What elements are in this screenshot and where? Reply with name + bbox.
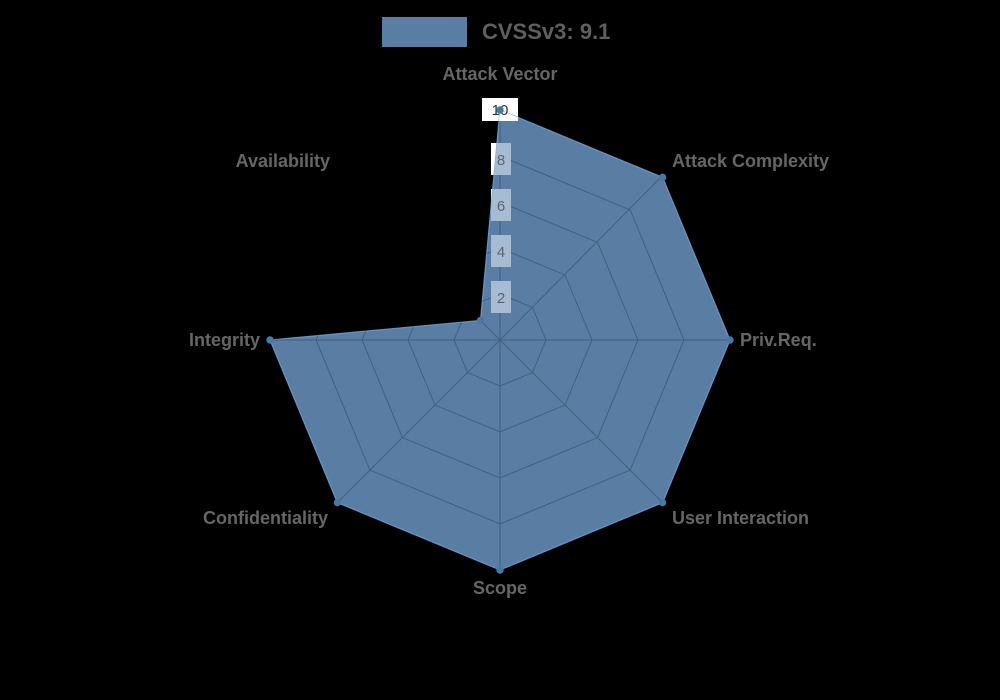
svg-text:6: 6 — [497, 198, 505, 215]
svg-text:Attack Vector: Attack Vector — [442, 64, 557, 84]
svg-text:Scope: Scope — [473, 578, 527, 598]
svg-text:User Interaction: User Interaction — [672, 508, 809, 528]
svg-text:Confidentiality: Confidentiality — [203, 508, 328, 528]
svg-text:CVSSv3: 9.1: CVSSv3: 9.1 — [482, 19, 610, 44]
svg-text:Availability: Availability — [236, 151, 330, 171]
svg-text:Integrity: Integrity — [189, 330, 260, 350]
svg-text:4: 4 — [497, 244, 505, 261]
svg-text:2: 2 — [497, 290, 505, 307]
svg-text:Attack Complexity: Attack Complexity — [672, 151, 829, 171]
svg-text:8: 8 — [497, 152, 505, 169]
svg-text:Priv.Req.: Priv.Req. — [740, 330, 817, 350]
